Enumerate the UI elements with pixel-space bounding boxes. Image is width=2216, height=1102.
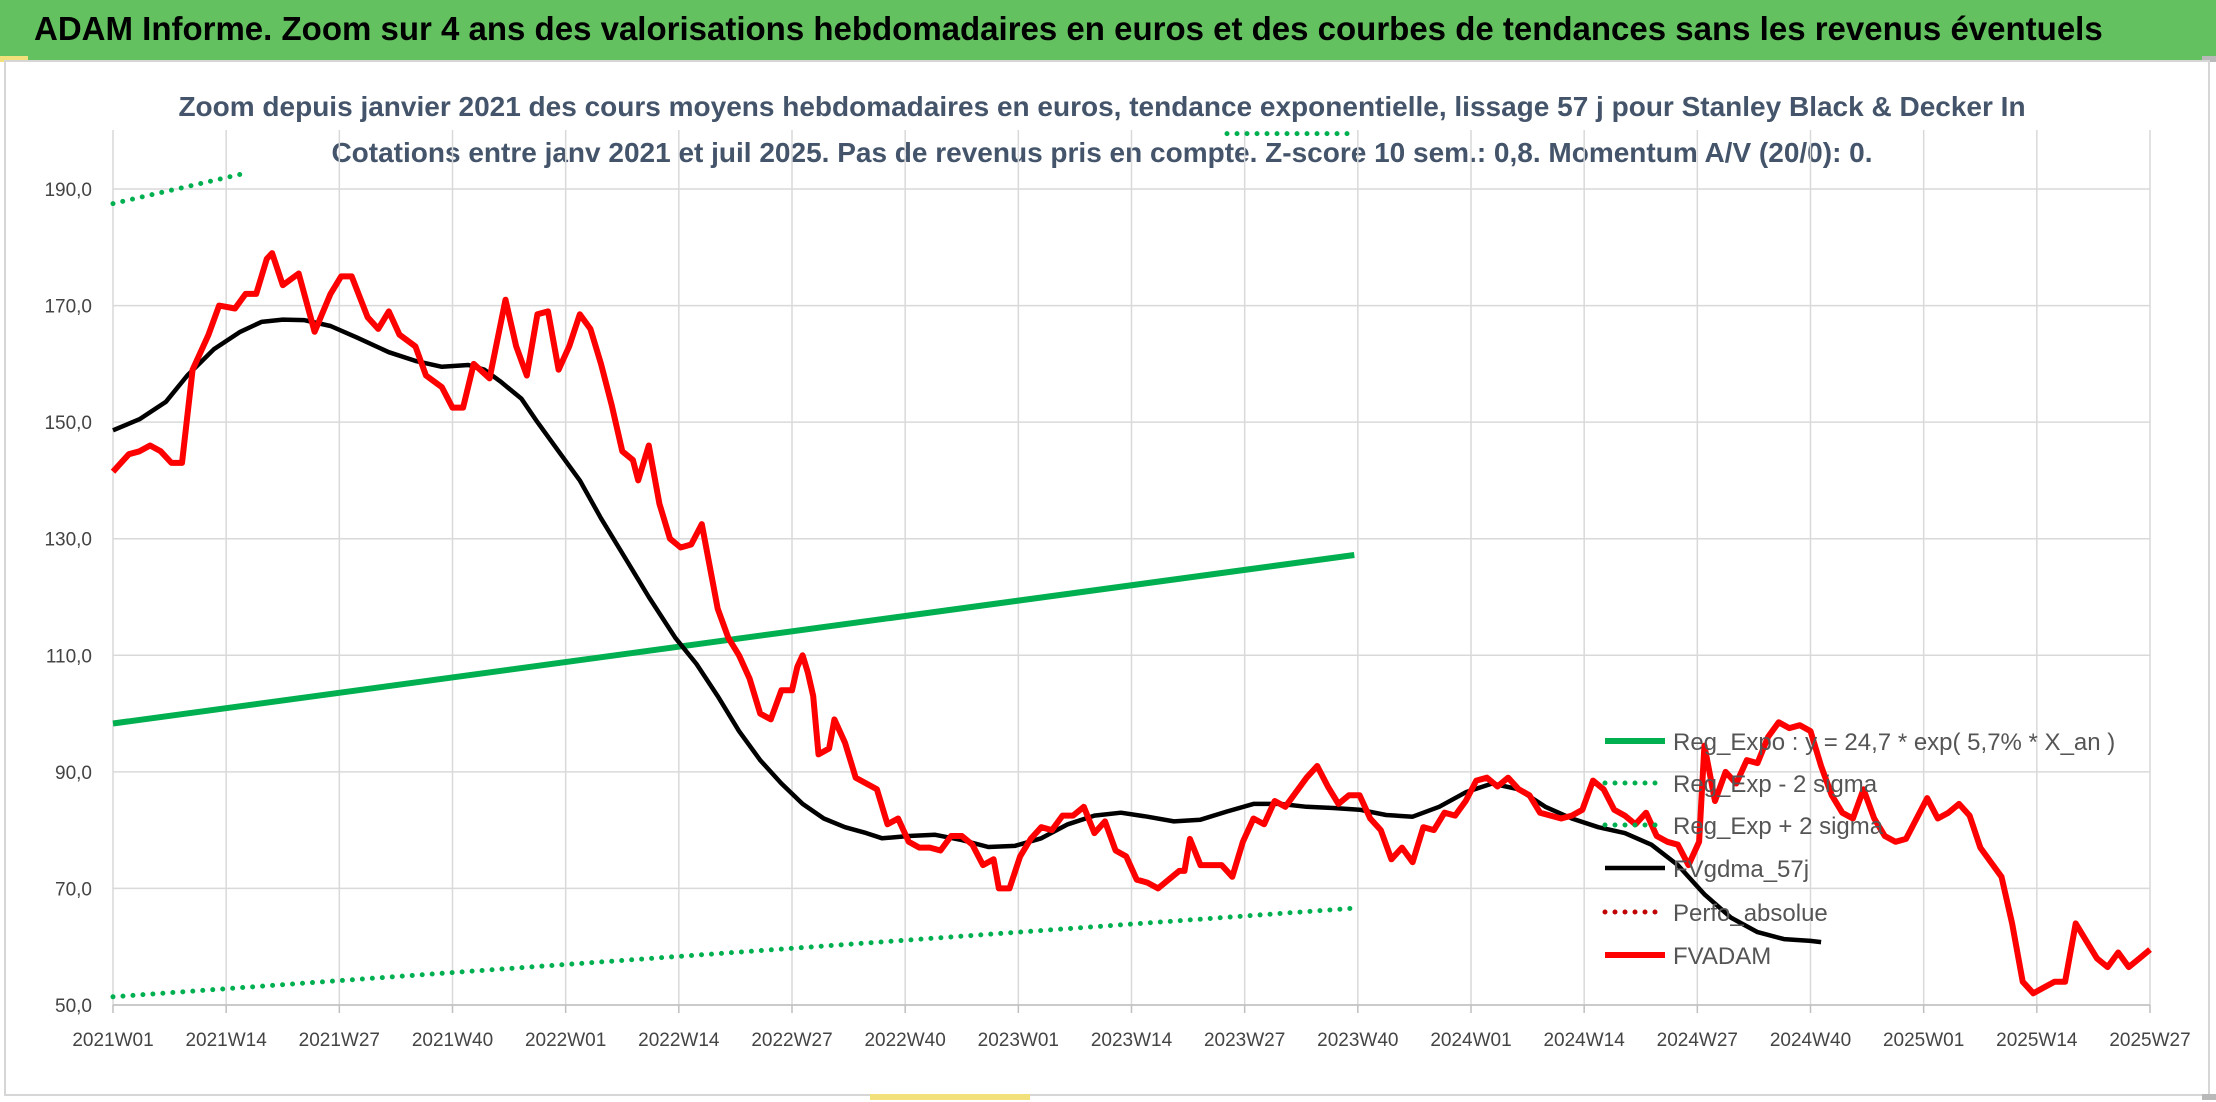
- x-tick-label: 2025W14: [1996, 1030, 2078, 1051]
- chart-title: Zoom depuis janvier 2021 des cours moyen…: [178, 91, 2025, 122]
- legend-label: Reg_Exp + 2 sigma: [1673, 813, 1884, 840]
- legend-label: Perfo_absolue: [1673, 900, 1828, 927]
- x-tick-label: 2025W01: [1883, 1030, 1964, 1051]
- series-group: [110, 131, 2152, 1000]
- x-tick-label: 2022W01: [525, 1030, 606, 1051]
- gridlines: [112, 130, 2151, 1006]
- report-title: ADAM Informe. Zoom sur 4 ans des valoris…: [34, 10, 2103, 47]
- edge-mark: [2202, 1094, 2216, 1100]
- y-tick-label: 190,0: [44, 180, 92, 201]
- report-banner: ADAM Informe. Zoom sur 4 ans des valoris…: [0, 0, 2216, 60]
- chart-subtitle: Cotations entre janv 2021 et juil 2025. …: [331, 137, 1872, 168]
- y-tick-label: 70,0: [55, 879, 92, 900]
- y-tick-label: 110,0: [46, 646, 92, 667]
- fvadam-line: [110, 250, 2152, 997]
- x-tick-label: 2024W14: [1543, 1030, 1625, 1051]
- x-axis: 2021W01 2021W14 2021W27 2021W40 2022W01 2022W…: [72, 1004, 2191, 1051]
- x-tick-label: 2021W14: [185, 1030, 267, 1051]
- x-tick-label: 2021W40: [412, 1030, 493, 1051]
- x-tick-label: 2021W27: [299, 1030, 380, 1051]
- x-tick-label: 2022W14: [638, 1030, 720, 1051]
- legend-label: Reg_Exp - 2 sigma: [1673, 771, 1878, 798]
- moving-average-line: [112, 317, 1822, 945]
- legend-label: Reg_Expo : y = 24,7 * exp( 5,7% * X_an ): [1673, 729, 2115, 756]
- x-tick-label: 2023W40: [1317, 1030, 1398, 1051]
- x-tick-label: 2025W27: [2109, 1030, 2190, 1051]
- x-tick-label: 2023W14: [1091, 1030, 1173, 1051]
- edge-mark: [0, 56, 28, 62]
- y-axis: 190,0 170,0 150,0 130,0 110,0 90,0 70,0 50,0: [44, 180, 92, 1017]
- legend-label: FVADAM: [1673, 943, 1771, 970]
- y-tick-label: 130,0: [44, 530, 92, 551]
- legend-label: FVgdma_57j: [1673, 856, 1809, 883]
- y-tick-label: 170,0: [44, 297, 92, 318]
- x-tick-label: 2022W40: [864, 1030, 945, 1051]
- x-tick-label: 2024W27: [1657, 1030, 1738, 1051]
- edge-mark: [870, 1094, 1030, 1100]
- x-tick-label: 2023W01: [978, 1030, 1059, 1051]
- regression-line: [112, 552, 1355, 727]
- upper-sigma-line: [110, 171, 243, 207]
- x-tick-label: 2024W40: [1770, 1030, 1851, 1051]
- y-tick-label: 50,0: [55, 996, 92, 1017]
- x-tick-label: 2023W27: [1204, 1030, 1285, 1051]
- lower-sigma-line: [110, 905, 1357, 1000]
- y-tick-label: 90,0: [55, 763, 92, 784]
- y-tick-label: 150,0: [44, 413, 92, 434]
- x-tick-label: 2021W01: [72, 1030, 153, 1051]
- chart-frame: [4, 60, 2210, 1096]
- edge-mark: [2202, 56, 2216, 62]
- x-tick-label: 2022W27: [751, 1030, 832, 1051]
- x-tick-label: 2024W01: [1430, 1030, 1511, 1051]
- legend: Reg_Expo : y = 24,7 * exp( 5,7% * X_an )…: [1602, 729, 2115, 970]
